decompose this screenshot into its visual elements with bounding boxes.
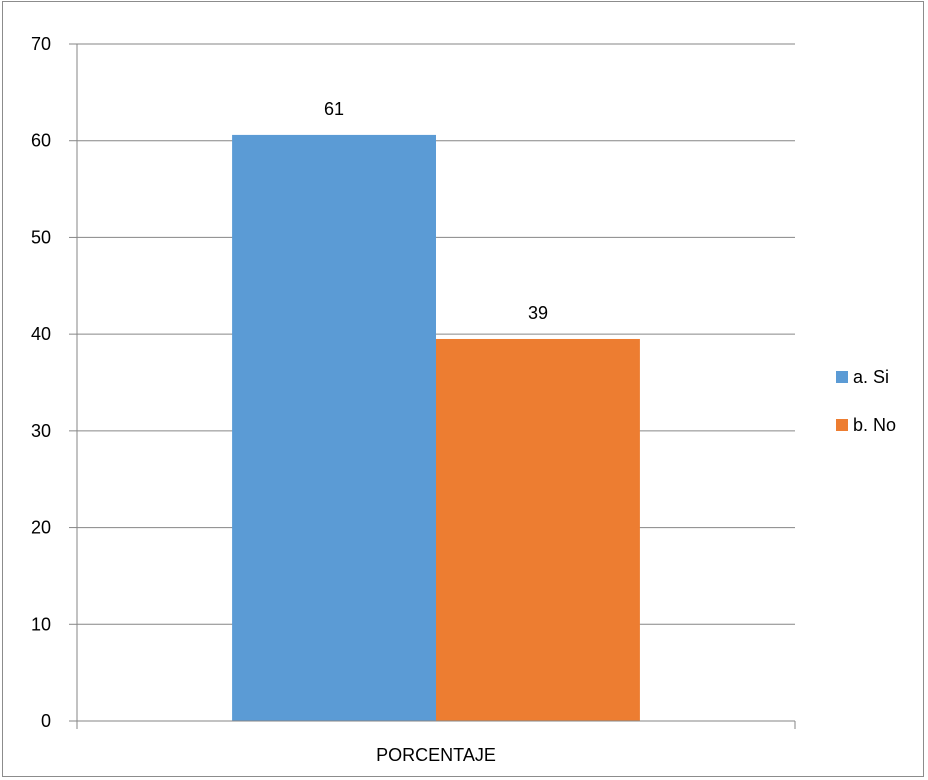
legend-swatch xyxy=(836,371,848,383)
legend-swatch xyxy=(836,419,848,431)
y-tick-label: 0 xyxy=(41,711,51,731)
legend: a. Si b. No xyxy=(836,367,896,435)
y-axis-ticks: 0 10 20 30 40 50 60 70 xyxy=(31,34,51,731)
legend-label: a. Si xyxy=(853,367,889,387)
bar-no xyxy=(436,338,640,721)
x-category-label: PORCENTAJE xyxy=(376,745,496,765)
y-tick-label: 30 xyxy=(31,421,51,441)
bar-si xyxy=(232,134,436,721)
bars xyxy=(232,134,640,721)
x-axis-labels: PORCENTAJE xyxy=(376,745,496,765)
y-tick-label: 50 xyxy=(31,227,51,247)
y-tick-label: 20 xyxy=(31,518,51,538)
y-tick-label: 70 xyxy=(31,34,51,54)
legend-label: b. No xyxy=(853,415,896,435)
x-axis xyxy=(69,44,796,729)
y-tick-label: 10 xyxy=(31,614,51,634)
y-tick-label: 60 xyxy=(31,131,51,151)
data-label: 61 xyxy=(324,99,344,119)
data-label: 39 xyxy=(528,303,548,323)
y-tick-label: 40 xyxy=(31,324,51,344)
data-labels: 61 39 xyxy=(324,99,548,323)
